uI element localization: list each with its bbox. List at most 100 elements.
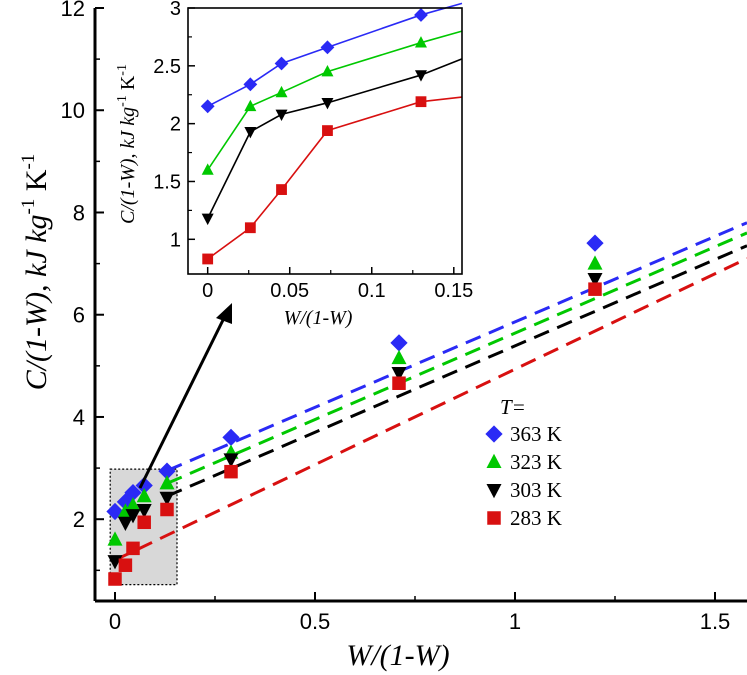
inset-point-303-k: [321, 98, 334, 110]
inset-point-363-k: [320, 40, 335, 55]
inset-x-tick-label: 0: [202, 280, 213, 302]
inset-background: [188, 8, 462, 274]
inset-line-363-k: [207, 2, 463, 108]
x-tick-label: 1.5: [700, 609, 731, 634]
legend-marker-363-k: [485, 425, 503, 443]
legend-marker-323-k: [486, 453, 502, 468]
inset-line-303-k: [206, 58, 463, 219]
inset-point-283-k: [244, 222, 256, 234]
inset-point-283-k: [202, 253, 214, 265]
legend-marker-283-k: [487, 511, 501, 525]
y-tick-label: 4: [73, 405, 85, 430]
main-fit-lines: [114, 221, 747, 562]
point-283-k: [118, 558, 133, 572]
main-data-points: [106, 234, 604, 586]
point-303-k: [159, 491, 175, 506]
inset-point-363-k: [414, 8, 428, 22]
inset-y-tick-label: 1: [170, 229, 181, 251]
point-363-k: [106, 502, 124, 521]
main-y-axis-label: C/(1-W), kJ kg-1 K-1: [18, 154, 53, 391]
inset-point-323-k: [321, 65, 334, 77]
legend: T= 363 K 323 K 303 K 283 K: [485, 395, 562, 530]
main-x-axis-label: W/(1-W): [346, 639, 449, 672]
point-323-k: [136, 487, 152, 503]
inset-y-label-mid: K: [117, 75, 139, 95]
x-tick-label: 1: [509, 609, 521, 634]
point-323-k: [107, 531, 123, 546]
inset-point-303-k: [244, 126, 257, 139]
main-y-label-sup1: -1: [18, 199, 39, 215]
point-283-k: [108, 572, 122, 586]
point-363-k: [158, 462, 176, 480]
point-303-k: [136, 504, 152, 519]
inset-point-323-k: [201, 163, 214, 175]
inset-ticks: 0 0.05 0.1 0.15 1 1.5 2 2.5 3: [153, 0, 473, 302]
legend-marker-303-k: [486, 484, 502, 499]
point-303-k: [125, 509, 141, 524]
point-283-k: [588, 282, 602, 296]
main-axes: [93, 8, 747, 603]
inset-y-tick-label: 2: [170, 114, 181, 136]
y-tick-label: 10: [61, 98, 85, 123]
point-363-k: [124, 483, 142, 502]
legend-title: T=: [500, 395, 526, 419]
main-y-label-text: C/(1-W), kJ kg: [20, 215, 53, 391]
legend-label-363-k: 363 K: [510, 422, 562, 446]
zoom-arrow: [138, 303, 232, 489]
inset-y-tick-label: 3: [170, 0, 181, 20]
inset-y-tick-label: 2.5: [153, 56, 181, 78]
inset-point-323-k: [414, 36, 427, 48]
point-303-k: [391, 367, 407, 382]
inset-point-283-k: [415, 96, 427, 108]
point-303-k: [223, 453, 239, 468]
y-tick-label: 6: [73, 303, 85, 328]
fit-line-283-k: [114, 257, 747, 562]
point-363-k: [135, 476, 153, 495]
inset-y-label-text: C/(1-W), kJ kg: [117, 107, 139, 224]
point-363-k: [390, 334, 408, 352]
legend-label-323-k: 323 K: [510, 450, 562, 474]
inset-x-tick-label: 0.1: [358, 280, 386, 302]
inset-data-points: [200, 8, 428, 265]
fit-line-303-k: [166, 244, 747, 498]
inset-point-303-k: [414, 70, 427, 82]
inset-frame: [187, 7, 463, 275]
point-283-k: [224, 464, 238, 479]
point-363-k: [586, 234, 604, 252]
inset-point-363-k: [243, 77, 258, 92]
y-tick-label: 12: [61, 0, 85, 21]
x-tick-label: 0.5: [300, 609, 331, 634]
inset-x-tick-label: 0.05: [270, 280, 309, 302]
point-363-k: [222, 428, 240, 447]
inset-point-363-k: [200, 99, 215, 114]
inset-y-label-sup2: -1: [115, 64, 130, 76]
inset-line-323-k: [207, 30, 463, 171]
inset-y-axis-label: C/(1-W), kJ kg-1 K-1: [115, 64, 139, 224]
inset-y-tick-label: 1.5: [153, 171, 181, 193]
inset-point-323-k: [244, 99, 257, 112]
point-283-k: [137, 515, 151, 530]
fit-line-363-k: [166, 221, 747, 473]
point-283-k: [126, 541, 140, 556]
point-323-k: [159, 475, 175, 490]
inset-point-363-k: [274, 56, 289, 71]
x-tick-label: 0: [109, 609, 121, 634]
legend-label-303-k: 303 K: [510, 478, 562, 502]
point-303-k: [117, 516, 133, 532]
y-tick-label: 8: [73, 200, 85, 225]
point-323-k: [391, 349, 407, 365]
main-y-label-mid: K: [20, 169, 53, 199]
point-283-k: [392, 376, 406, 390]
inset-point-283-k: [322, 125, 333, 136]
inset-x-axis-label: W/(1-W): [284, 307, 353, 329]
inset-point-303-k: [201, 213, 214, 226]
inset-x-tick-label: 0.15: [434, 280, 473, 302]
inset-point-323-k: [275, 85, 288, 98]
inset-series-lines: [206, 2, 463, 260]
legend-label-283-k: 283 K: [510, 506, 562, 530]
fit-line-323-k: [166, 231, 747, 485]
point-303-k: [587, 272, 603, 288]
inset-point-283-k: [276, 184, 287, 195]
